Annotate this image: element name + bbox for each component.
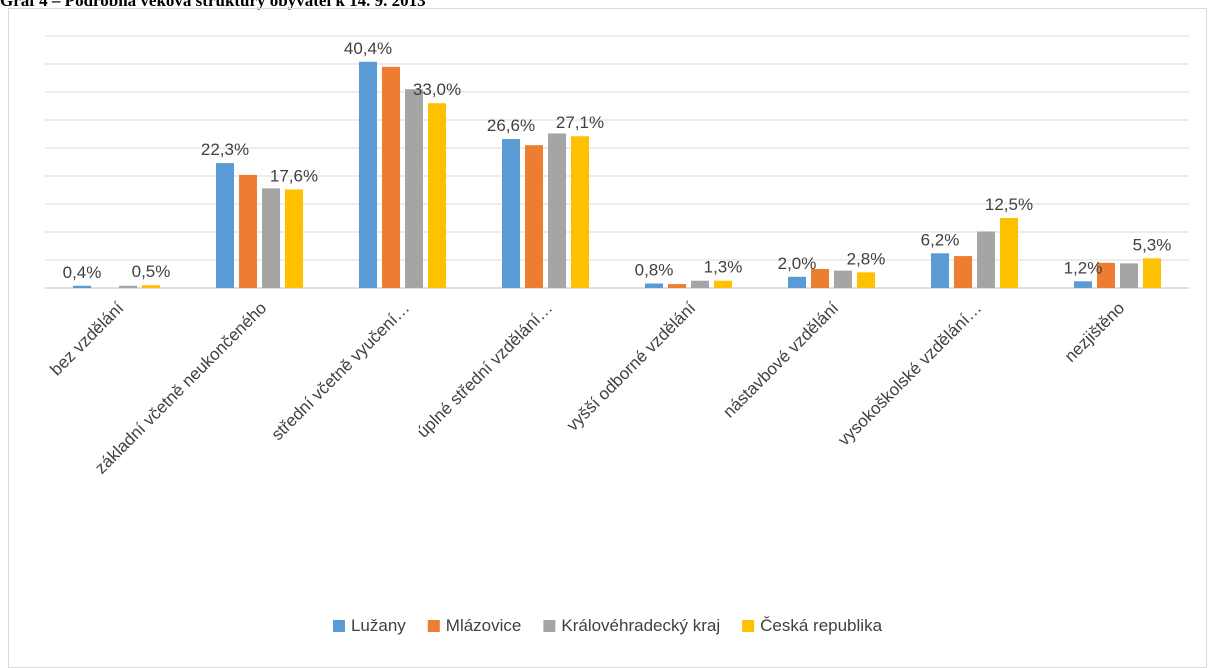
category-label: vysokoškolské vzdělání… xyxy=(834,298,985,449)
legend-swatch xyxy=(427,620,440,632)
legend-swatch xyxy=(543,620,556,632)
data-label: 12,5% xyxy=(985,195,1033,214)
bar xyxy=(548,133,566,288)
data-label: 1,3% xyxy=(704,258,743,277)
bar xyxy=(811,268,829,288)
chart-caption: Graf 4 – Podrobná věková struktury obyva… xyxy=(0,0,426,10)
bar xyxy=(1143,258,1161,288)
data-label: 1,2% xyxy=(1064,258,1103,277)
bar xyxy=(571,136,589,288)
legend-entry: Mlázovice xyxy=(446,616,522,635)
data-label: 17,6% xyxy=(270,166,318,185)
data-label: 6,2% xyxy=(921,230,960,249)
category-label: nezjištěno xyxy=(1061,298,1129,366)
data-label: 0,4% xyxy=(63,263,102,282)
data-label: 0,5% xyxy=(132,262,171,281)
bar xyxy=(525,145,543,288)
bar xyxy=(834,270,852,288)
legend: Lužany Mlázovice Královéhradecký kraj Česká… xyxy=(332,616,883,635)
bar xyxy=(285,189,303,288)
bar xyxy=(382,66,400,288)
bar-chart: 0,4% 22,3% 40,4% 26,6% 0,8% 2,0% 6,2% 1,2% 0,5% 1… xyxy=(45,35,1189,635)
category-label: základní včetně neukončeného xyxy=(91,298,270,477)
bar xyxy=(931,253,949,288)
data-label: 33,0% xyxy=(413,80,461,99)
bar xyxy=(262,188,280,288)
bar xyxy=(405,89,423,288)
bars xyxy=(73,61,1161,289)
legend-entry: Královéhradecký kraj xyxy=(561,616,720,635)
category-label: střední včetně vyučení… xyxy=(268,298,414,444)
bar xyxy=(359,61,377,289)
bar xyxy=(142,285,160,288)
gridlines xyxy=(45,35,1189,289)
data-label: 0,8% xyxy=(635,261,674,280)
bar xyxy=(857,272,875,288)
data-labels: 0,4% 22,3% 40,4% 26,6% 0,8% 2,0% 6,2% 1,2% 0,5% 1… xyxy=(63,39,1172,282)
bar xyxy=(119,285,137,288)
bar xyxy=(691,280,709,288)
data-label: 40,4% xyxy=(344,39,392,58)
data-label: 2,8% xyxy=(847,249,886,268)
bar xyxy=(502,139,520,288)
bar xyxy=(977,231,995,288)
bar xyxy=(239,174,257,288)
bar xyxy=(645,283,663,288)
bar xyxy=(216,163,234,288)
bar xyxy=(788,276,806,288)
bar xyxy=(714,280,732,288)
bar xyxy=(1097,262,1115,288)
data-label: 22,3% xyxy=(201,140,249,159)
data-label: 27,1% xyxy=(556,113,604,132)
bar xyxy=(954,256,972,288)
data-label: 2,0% xyxy=(778,254,817,273)
bar xyxy=(1074,281,1092,288)
chart-frame: 0,4% 22,3% 40,4% 26,6% 0,8% 2,0% 6,2% 1,2% 0,5% 1… xyxy=(8,8,1207,668)
bar xyxy=(668,284,686,288)
bar xyxy=(1000,218,1018,288)
bar xyxy=(73,285,91,288)
category-label: vyšší odborné vzdělání xyxy=(563,298,700,435)
legend-entry: Lužany xyxy=(351,616,406,635)
category-label: bez vzdělání xyxy=(46,298,127,379)
data-label: 26,6% xyxy=(487,116,535,135)
bar xyxy=(1120,263,1138,288)
category-label: nástavbové vzdělání xyxy=(719,298,842,421)
category-label: úplné střední vzdělání… xyxy=(413,298,556,441)
legend-swatch xyxy=(742,620,755,632)
legend-entry: Česká republika xyxy=(760,616,882,635)
legend-swatch xyxy=(332,620,345,632)
data-label: 5,3% xyxy=(1133,235,1172,254)
bar xyxy=(428,103,446,288)
